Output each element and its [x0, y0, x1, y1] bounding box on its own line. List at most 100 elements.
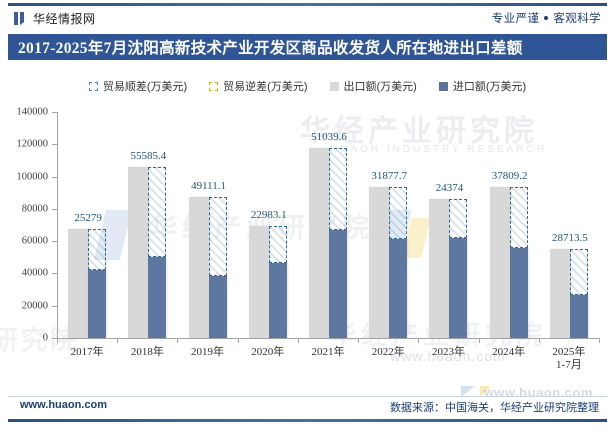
x-axis-category-label: 2021年	[312, 346, 345, 359]
y-axis-tick-label: 120000	[16, 138, 49, 150]
bar-trade-surplus[interactable]	[268, 226, 287, 264]
y-axis-tick-label: 80000	[21, 203, 48, 215]
data-label-surplus: 24374	[435, 181, 464, 194]
footer-site-link[interactable]: www.huaon.com	[20, 399, 107, 411]
bar-import[interactable]	[208, 276, 227, 338]
y-axis-tick	[52, 208, 57, 210]
chart-canvas: 华经产业研究院 HUAON INDUSTRY RESEARCH 华经产业研究院 …	[0, 100, 615, 385]
slogan: 专业严谨 客观科学	[492, 10, 601, 26]
bar-export[interactable]	[429, 198, 450, 338]
legend-label-surplus: 贸易顺差(万美元)	[102, 81, 188, 93]
bar-export[interactable]	[68, 229, 89, 338]
x-axis-tick	[57, 338, 58, 343]
legend-swatch-export-icon	[329, 81, 339, 91]
y-axis-tick	[52, 273, 57, 275]
data-label-surplus: 55585.4	[130, 150, 167, 163]
x-label-line1: 2022年	[371, 346, 405, 358]
bar-import[interactable]	[569, 295, 588, 338]
y-axis-tick-label: 0	[42, 332, 48, 344]
x-axis-category-label: 2024年	[492, 346, 525, 359]
bar-export[interactable]	[549, 248, 570, 338]
footer-source: 数据来源：中国海关，华经产业研究院整理	[390, 402, 599, 414]
legend-swatch-deficit-icon	[209, 81, 219, 91]
x-axis-category-label: 2023年	[432, 346, 465, 359]
y-axis-line	[57, 112, 58, 338]
x-label-line1: 2020年	[251, 346, 285, 358]
legend-item-deficit[interactable]: 贸易逆差(万美元)	[209, 78, 308, 94]
y-axis-tick-label: 20000	[21, 300, 48, 312]
x-axis-tick	[237, 338, 239, 343]
y-axis-tick-label: 100000	[16, 171, 49, 183]
x-axis-category-label: 2020年	[251, 346, 284, 359]
bar-import[interactable]	[509, 248, 528, 338]
y-axis-tick	[52, 241, 57, 243]
y-axis-tick	[52, 176, 57, 178]
bar-trade-surplus[interactable]	[389, 187, 408, 239]
legend-label-import: 进口额(万美元)	[452, 81, 527, 93]
bar-trade-surplus[interactable]	[329, 147, 347, 231]
y-axis-tick	[52, 144, 57, 146]
x-label-line1: 2021年	[311, 346, 345, 358]
legend-swatch-surplus-icon	[88, 81, 98, 91]
x-axis-tick	[478, 338, 480, 343]
bar-trade-surplus[interactable]	[148, 167, 167, 257]
x-label-line1: 2024年	[492, 346, 526, 358]
x-axis-tick	[418, 338, 420, 343]
bar-import[interactable]	[389, 238, 408, 338]
page-header: 华经情报网 专业严谨 客观科学	[0, 8, 615, 32]
legend-item-export[interactable]: 出口额(万美元)	[329, 78, 417, 94]
y-axis-tick-label: 60000	[21, 235, 48, 247]
bar-trade-surplus[interactable]	[569, 248, 588, 296]
x-label-line1: 2018年	[130, 346, 164, 358]
x-axis-tick	[117, 338, 119, 343]
legend-label-deficit: 贸易逆差(万美元)	[223, 81, 308, 93]
bar-trade-surplus[interactable]	[509, 187, 528, 249]
data-label-surplus: 28713.5	[552, 231, 588, 244]
x-label-line2: 1-7月	[556, 359, 582, 371]
bar-trade-surplus[interactable]	[449, 198, 468, 239]
data-label-surplus: 31877.7	[371, 170, 408, 183]
bottom-divider	[8, 419, 607, 422]
x-axis-tick	[358, 338, 360, 343]
x-axis-category-label: 2018年	[131, 346, 164, 359]
x-label-line1: 2025年	[552, 346, 586, 358]
bar-import[interactable]	[449, 238, 468, 338]
data-label-surplus: 22983.1	[250, 209, 287, 222]
legend-swatch-import-icon	[438, 81, 448, 91]
bar-export[interactable]	[489, 187, 510, 338]
x-axis-category-label: 2022年	[372, 346, 405, 359]
bar-trade-surplus[interactable]	[208, 197, 227, 277]
x-label-line1: 2023年	[431, 346, 465, 358]
x-axis-line	[57, 338, 599, 339]
bar-import[interactable]	[148, 256, 167, 338]
data-label-surplus: 49111.1	[191, 180, 227, 193]
x-axis-tick	[538, 338, 540, 343]
bar-import[interactable]	[88, 269, 107, 338]
y-axis-labels: 0 20000 40000 60000 80000 100000 120000 140000	[0, 100, 49, 385]
bar-import[interactable]	[268, 263, 287, 338]
slogan-right: 客观科学	[553, 13, 601, 25]
bar-export[interactable]	[309, 148, 329, 338]
brand-name: 华经情报网	[33, 12, 96, 26]
huaon-logo-icon	[14, 12, 27, 25]
slogan-left: 专业严谨	[491, 13, 540, 25]
y-axis-tick-label: 140000	[16, 106, 49, 118]
y-axis-tick-label: 40000	[21, 267, 48, 279]
bar-export[interactable]	[188, 197, 209, 338]
x-axis-category-label: 2019年	[191, 346, 224, 359]
bar-export[interactable]	[128, 167, 149, 338]
legend-item-surplus[interactable]: 贸易顺差(万美元)	[88, 78, 188, 94]
bar-export[interactable]	[248, 226, 269, 338]
x-axis-tick	[297, 338, 299, 343]
bar-trade-surplus[interactable]	[88, 229, 107, 270]
bar-export[interactable]	[369, 187, 390, 338]
title-bar: 2017-2025年7月沈阳高新技术产业开发区商品收发货人所在地进出口差额	[8, 34, 607, 60]
x-axis-tick	[599, 338, 600, 343]
bar-import[interactable]	[329, 230, 347, 338]
top-divider	[8, 3, 607, 6]
y-axis-tick	[52, 112, 57, 113]
footer-divider	[8, 396, 607, 397]
legend-item-import[interactable]: 进口额(万美元)	[438, 78, 527, 94]
x-axis-category-label: 2017年	[71, 346, 104, 359]
